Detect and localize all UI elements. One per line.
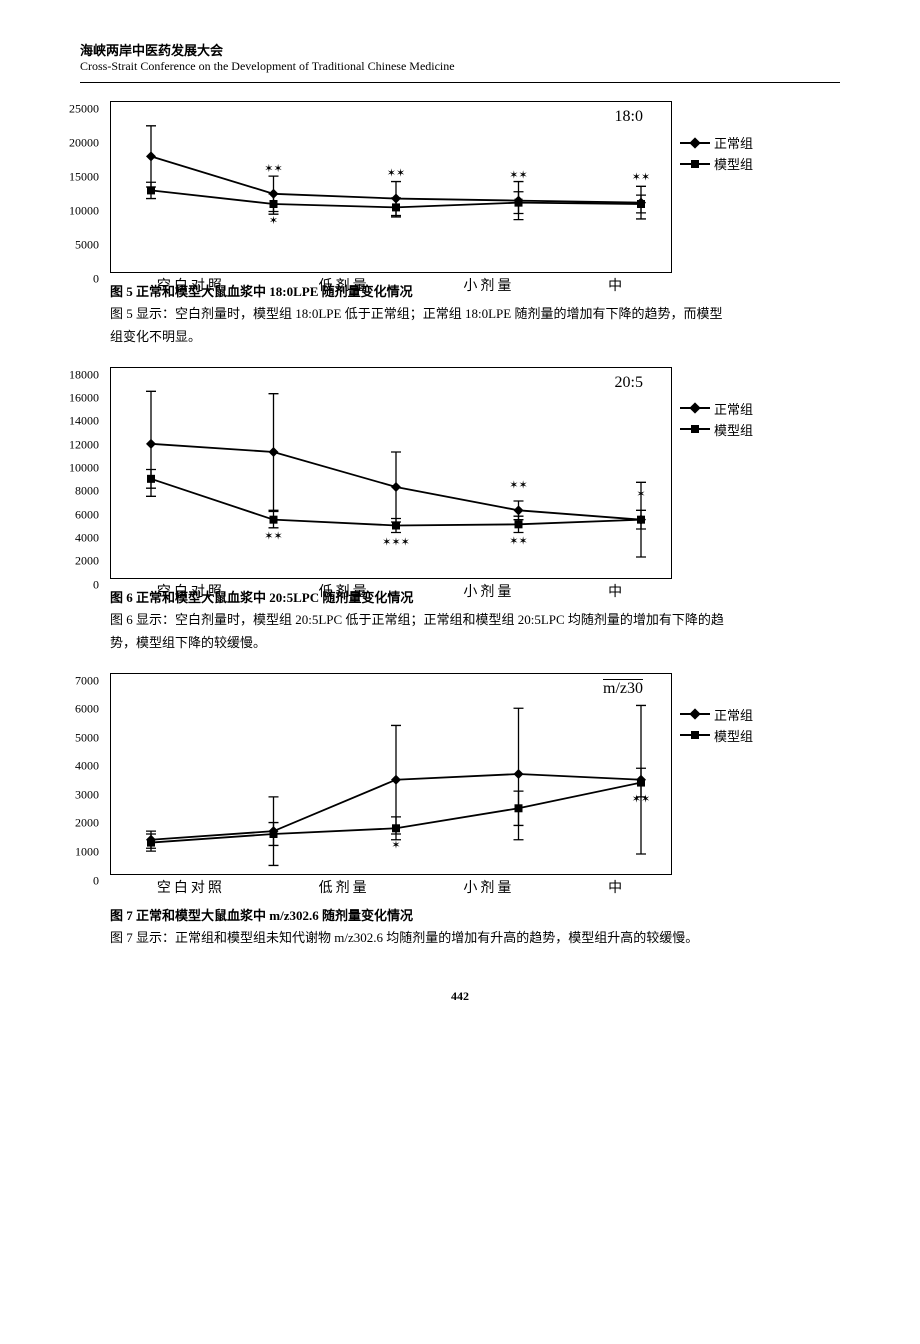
chart7-legend: 正常组 模型组 (680, 703, 753, 747)
legend-normal: 正常组 (680, 705, 753, 724)
figure-6-desc: 图 6 显示：空白剂量时，模型组 20:5LPC 低于正常组；正常组和模型组 2… (110, 608, 840, 655)
chart7-plot: 01000200030004000500060007000✶✶✶m/z30 (110, 673, 672, 875)
legend-normal: 正常组 (680, 133, 753, 152)
svg-text:✶: ✶ (636, 488, 645, 500)
chart5-plot: 0500010000150002000025000✶✶✶✶✶✶✶✶✶18:0 (110, 101, 672, 273)
svg-text:✶✶: ✶✶ (509, 479, 527, 491)
chart5-legend: 正常组 模型组 (680, 131, 753, 175)
legend-model: 模型组 (680, 726, 753, 745)
legend-normal: 正常组 (680, 399, 753, 418)
svg-text:✶✶: ✶✶ (632, 793, 650, 805)
svg-text:✶✶: ✶✶ (264, 163, 282, 175)
legend-model: 模型组 (680, 420, 753, 439)
header-title-cn: 海峡两岸中医药发展大会 (80, 40, 840, 59)
chart6-plot: 0200040006000800010000120001400016000180… (110, 367, 672, 579)
svg-text:✶✶: ✶✶ (509, 170, 527, 182)
svg-text:✶: ✶ (391, 839, 400, 851)
svg-text:✶✶: ✶✶ (509, 535, 527, 547)
figure-6: 0200040006000800010000120001400016000180… (110, 367, 840, 579)
chart5-xlabels: 空白对照低剂量小剂量中 (110, 275, 672, 295)
page-header: 海峡两岸中医药发展大会 Cross-Strait Conference on t… (80, 40, 840, 74)
chart7-xlabels: 空白对照低剂量小剂量中 (110, 877, 672, 897)
svg-text:✶✶: ✶✶ (632, 172, 650, 184)
chart6-legend: 正常组 模型组 (680, 397, 753, 441)
header-rule (80, 82, 840, 83)
figure-5-desc: 图 5 显示：空白剂量时，模型组 18:0LPE 低于正常组；正常组 18:0L… (110, 302, 840, 349)
figure-7-desc: 图 7 显示：正常组和模型组未知代谢物 m/z302.6 均随剂量的增加有升高的… (110, 926, 840, 949)
chart6-xlabels: 空白对照低剂量小剂量中 (110, 581, 672, 601)
svg-text:✶✶✶: ✶✶✶ (382, 536, 410, 548)
page-number: 442 (80, 989, 840, 1004)
figure-7-caption: 图 7 正常和模型大鼠血浆中 m/z302.6 随剂量变化情况 (110, 905, 840, 924)
svg-text:✶✶: ✶✶ (264, 530, 282, 542)
legend-model: 模型组 (680, 154, 753, 173)
figure-5: 0500010000150002000025000✶✶✶✶✶✶✶✶✶18:0 空… (110, 101, 840, 273)
svg-text:✶: ✶ (269, 215, 278, 227)
header-title-en: Cross-Strait Conference on the Developme… (80, 59, 840, 74)
svg-text:✶✶: ✶✶ (387, 168, 405, 180)
figure-7: 01000200030004000500060007000✶✶✶m/z30 空白… (110, 673, 840, 875)
